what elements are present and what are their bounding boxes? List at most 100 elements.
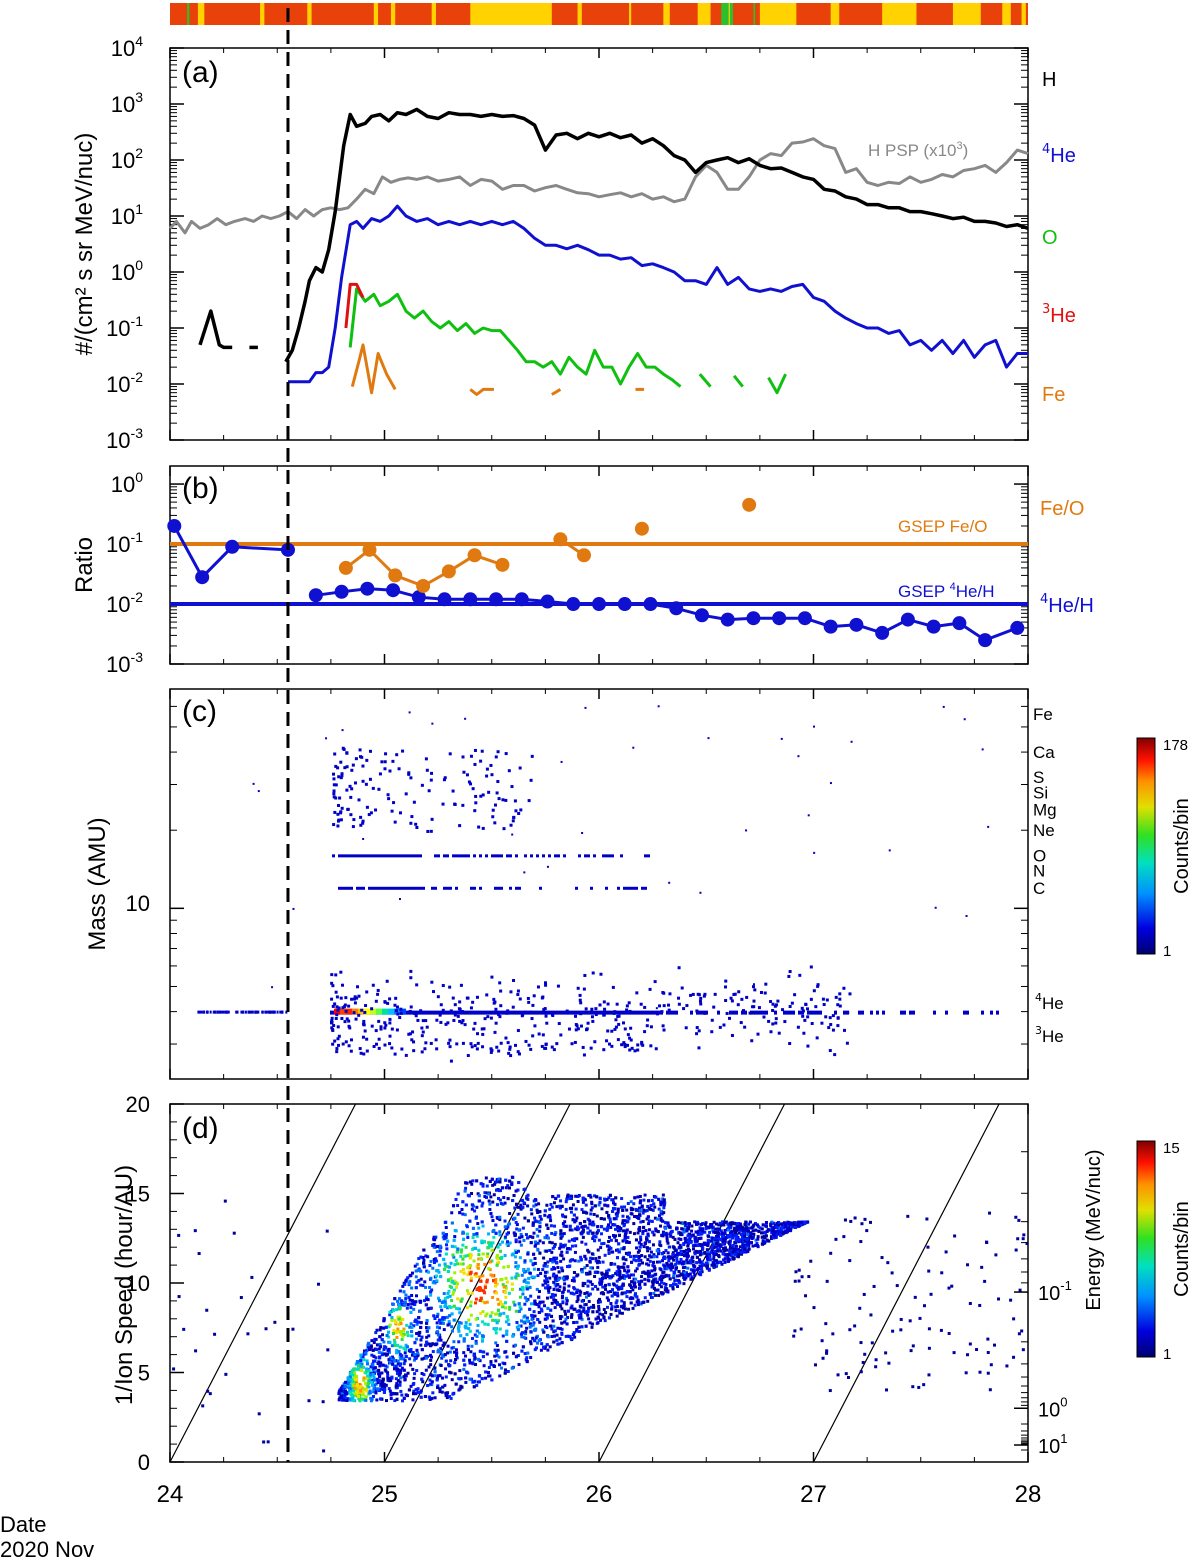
- dispersion-count-cell: [632, 1254, 636, 1258]
- mass-count-cell: [377, 1019, 381, 1023]
- mass-count-cell: [459, 1010, 462, 1015]
- mass-count-cell: [458, 824, 462, 828]
- mass-count-cell: [368, 777, 372, 781]
- panel-a-ytick-label: 10-2: [106, 369, 143, 397]
- mass-count-cell: [489, 763, 493, 767]
- dispersion-count-cell: [629, 1297, 633, 1301]
- dispersion-count-cell: [590, 1257, 594, 1261]
- mass-count-cell: [344, 996, 348, 1000]
- mass-count-cell: [544, 1046, 548, 1050]
- dispersion-count-cell: [748, 1226, 752, 1230]
- dispersion-count-cell: [440, 1308, 444, 1312]
- dispersion-count-cell: [395, 1371, 399, 1375]
- dispersion-count-cell: [610, 1250, 614, 1254]
- mass-count-cell: [469, 1042, 473, 1046]
- mass-count-cell: [774, 1017, 778, 1021]
- dispersion-count-cell: [679, 1245, 683, 1249]
- mass-count-cell: [942, 705, 945, 708]
- mass-count-cell: [434, 1038, 438, 1042]
- dispersion-count-cell: [686, 1273, 690, 1277]
- dispersion-count-cell: [470, 1207, 474, 1211]
- mass-count-cell: [662, 1028, 666, 1032]
- dispersion-count-cell: [433, 1374, 437, 1378]
- mass-count-cell: [429, 778, 433, 782]
- dispersion-count-cell: [579, 1255, 583, 1259]
- ratio-FeO-point: [576, 548, 591, 563]
- mass-count-cell: [529, 1010, 533, 1014]
- mass-count-cell: [224, 1010, 227, 1014]
- series-O-line-0: [348, 287, 682, 388]
- mass-count-cell: [477, 1010, 480, 1015]
- dispersion-count-cell: [689, 1268, 693, 1272]
- dispersion-count-cell: [560, 1332, 564, 1336]
- dispersion-count-cell: [661, 1197, 665, 1201]
- dispersion-count-cell: [373, 1383, 377, 1387]
- dispersion-count-cell: [751, 1244, 755, 1248]
- dispersion-count-cell: [646, 1269, 650, 1273]
- dispersion-count-cell: [465, 1225, 469, 1229]
- mass-count-cell: [836, 1024, 840, 1028]
- dispersion-count-cell: [546, 1260, 550, 1264]
- dispersion-count-cell: [404, 1293, 408, 1297]
- dispersion-count-cell: [390, 1355, 394, 1359]
- mass-count-cell: [661, 1024, 665, 1028]
- dispersion-count-cell: [466, 1266, 470, 1270]
- dispersion-count-cell: [351, 1393, 355, 1397]
- dispersion-count-cell: [394, 1364, 398, 1368]
- mass-count-cell: [509, 823, 513, 827]
- dispersion-count-cell: [697, 1272, 701, 1276]
- dispersion-count-cell: [438, 1336, 442, 1340]
- dispersion-count-cell: [544, 1281, 548, 1285]
- mass-count-cell: [603, 1010, 606, 1015]
- dispersion-count-cell: [570, 1278, 574, 1282]
- dispersion-count-cell: [522, 1238, 526, 1242]
- mass-count-cell: [443, 854, 446, 858]
- dispersion-count-cell: [424, 1368, 428, 1372]
- mass-count-cell: [377, 1046, 381, 1050]
- mass-count-cell: [651, 1010, 654, 1015]
- mass-count-cell: [416, 886, 419, 890]
- dispersion-count-cell: [414, 1275, 418, 1279]
- dispersion-count-cell: [559, 1242, 563, 1246]
- dispersion-count-cell: [439, 1350, 443, 1354]
- dispersion-count-cell: [575, 1329, 579, 1333]
- mass-count-cell: [487, 790, 491, 794]
- dispersion-count-cell: [379, 1326, 383, 1330]
- dispersion-count-cell: [513, 1249, 517, 1253]
- dispersion-count-cell: [502, 1311, 506, 1315]
- mass-count-cell: [861, 1010, 864, 1015]
- mass-count-cell: [540, 1044, 544, 1048]
- mass-count-cell: [657, 705, 660, 708]
- mass-count-cell: [725, 1011, 729, 1015]
- dispersion-count-cell: [446, 1351, 450, 1355]
- mass-count-cell: [545, 1021, 549, 1025]
- mass-count-cell: [345, 1017, 349, 1021]
- dispersion-count-cell: [372, 1387, 376, 1391]
- dispersion-count-cell: [380, 1351, 384, 1355]
- mass-count-cell: [615, 1010, 618, 1015]
- mass-count-cell: [332, 772, 336, 776]
- ratio-4HeH-point: [849, 617, 864, 632]
- mass-count-cell: [464, 854, 467, 858]
- mass-count-cell: [485, 854, 488, 858]
- dispersion-count-cell: [566, 1289, 570, 1293]
- dispersion-count-cell: [640, 1279, 644, 1283]
- mass-count-cell: [573, 1040, 577, 1044]
- dispersion-count-cell: [483, 1195, 487, 1199]
- mass-count-cell: [378, 772, 382, 776]
- dispersion-count-cell: [707, 1267, 711, 1271]
- dispersion-count-cell: [533, 1314, 537, 1318]
- dispersion-count-cell: [697, 1230, 701, 1234]
- dispersion-count-cell: [436, 1333, 440, 1337]
- mass-count-cell: [600, 1010, 603, 1015]
- mass-count-cell: [702, 994, 706, 998]
- dispersion-count-cell: [756, 1237, 760, 1241]
- dispersion-count-cell: [558, 1303, 562, 1307]
- mass-count-cell: [611, 985, 615, 989]
- dispersion-count-cell: [545, 1296, 549, 1300]
- dispersion-count-cell: [497, 1256, 501, 1260]
- dispersion-count-cell: [553, 1224, 557, 1228]
- mass-count-cell: [240, 1010, 243, 1014]
- mass-count-cell: [909, 1010, 912, 1015]
